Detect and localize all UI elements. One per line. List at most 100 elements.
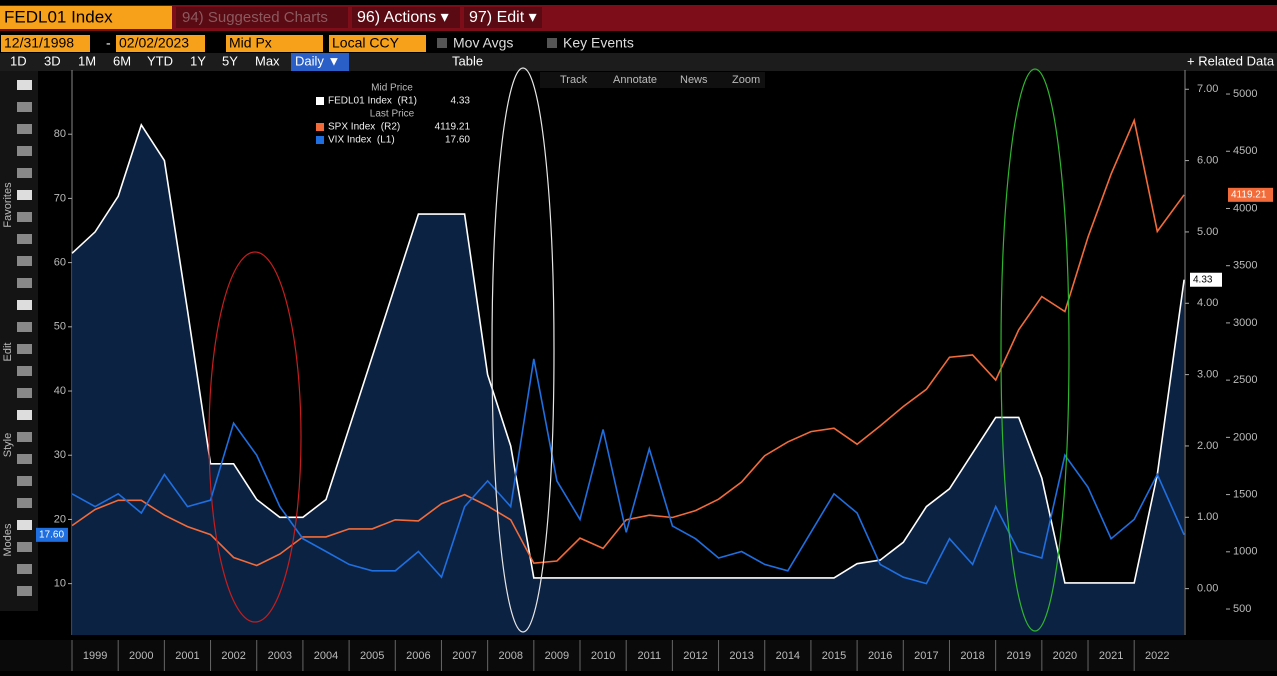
period-btn[interactable]: 3D [44,53,61,68]
mov-avgs-check[interactable] [437,38,447,48]
suggested-btn[interactable] [176,7,348,28]
last-value-badge [1228,187,1273,202]
x-tick-label: 2008 [498,650,522,662]
y2-tick-label: 3.00 [1197,369,1218,381]
end-date-box[interactable] [116,35,205,52]
legend-swatch [316,97,324,105]
sidebar-label: Edit [2,343,14,362]
tool-icon[interactable] [17,366,32,376]
line [71,358,1185,585]
y2-tick-label: 0.00 [1197,583,1218,595]
x-tick-label: 2020 [1053,650,1077,662]
tool-icon[interactable] [17,102,32,112]
x-tick-label: 2011 [637,650,661,662]
edit-btn[interactable] [464,7,542,28]
tool-icon[interactable] [17,520,32,530]
tool-icon[interactable] [17,388,32,398]
plot: 1999 2000 2001 2002 2003 2004 2005 2006 2007 2008… [0,70,1277,671]
frequency-btn[interactable] [291,53,349,71]
annotation-ellipse [208,251,302,623]
y3-tick-label: 5000 [1233,88,1257,100]
y-tick-label: 10 [54,578,66,590]
chart-tool[interactable]: News [680,74,708,86]
y2-tick-label: 1.00 [1197,511,1218,523]
period-btn[interactable]: 1D [10,53,27,68]
x-tick-label: 2002 [221,650,245,662]
currency: Local CCY [332,35,400,51]
y3-tick-label: 1500 [1233,488,1257,500]
legend-box [310,79,476,149]
x-tick-label: 2019 [1007,650,1031,662]
y2-tick-label: 5.00 [1197,226,1218,238]
x-tick-label: 2014 [776,650,800,662]
period-btn[interactable]: 5Y [222,53,238,68]
tool-icon[interactable] [17,322,32,332]
tool-icon[interactable] [17,300,32,310]
period-btn[interactable]: YTD [147,53,173,68]
ticker-box[interactable] [0,6,172,29]
y2-tick-label: 4.00 [1197,297,1218,309]
chart-tool[interactable]: Zoom [732,74,760,86]
tool-icon[interactable] [17,212,32,222]
x-tick-label: 2010 [591,650,615,662]
y-tick-label: 30 [54,449,66,461]
actions-btn[interactable] [352,7,460,28]
period-btn[interactable]: 1M [78,53,96,68]
ticker: FEDL01 Index [4,7,113,26]
tool-icon[interactable] [17,124,32,134]
annotation-ellipse [1000,68,1070,632]
currency-box[interactable] [329,35,426,52]
key-events-check[interactable] [547,38,557,48]
start-date-box[interactable] [1,35,90,52]
period-btn[interactable]: 6M [113,53,131,68]
last-value-badge [36,527,68,542]
tool-icon[interactable] [17,234,32,244]
tool-icon[interactable] [17,344,32,354]
chart-tool[interactable]: Track [560,74,588,86]
tool-icon[interactable] [17,190,32,200]
tool-icon[interactable] [17,256,32,266]
annotation-ellipse [491,67,555,633]
legend-name: SPX Index (R2) [328,122,400,133]
table[interactable]: Table [452,53,483,68]
tool-icon[interactable] [17,586,32,596]
x-tick-label: 2001 [175,650,199,662]
y-tick-label: 70 [54,192,66,204]
sidebar-label: Style [2,433,14,457]
x-tick-label: 2015 [822,650,846,662]
y3-tick-label: 3000 [1233,317,1257,329]
tool-icon[interactable] [17,410,32,420]
x-tick-label: 1999 [83,650,107,662]
line [71,117,1185,567]
x-tick-label: 2007 [452,650,476,662]
period-btn[interactable]: Max [255,53,280,68]
chart-tool[interactable]: Annotate [613,74,657,86]
y3-tick-label: 1000 [1233,546,1257,558]
legend-value: 4.33 [451,96,471,107]
price-field-box[interactable] [226,35,323,52]
x-tick-label: 2018 [960,650,984,662]
y3-tick-label: 500 [1233,603,1251,615]
edit: 97) Edit ▾ [469,9,537,26]
tool-icon[interactable] [17,454,32,464]
tool-icon[interactable] [17,498,32,508]
tool-icon[interactable] [17,168,32,178]
period-btn[interactable]: 1Y [190,53,206,68]
tool-icon[interactable] [17,80,32,90]
tool-icon[interactable] [17,564,32,574]
related-data[interactable]: + Related Data [1187,53,1275,68]
x-tick-label: 2012 [683,650,707,662]
frequency: Daily ▼ [295,53,340,68]
tool-icon[interactable] [17,476,32,486]
legend-swatch [316,136,324,144]
tool-icon[interactable] [17,146,32,156]
last-value: 17.60 [39,529,64,540]
start-date: 12/31/1998 [4,35,74,51]
last-value: 4.33 [1193,274,1213,285]
x-tick-label: 2000 [129,650,153,662]
end-date: 02/02/2023 [119,35,189,51]
tool-icon[interactable] [17,278,32,288]
tool-icon[interactable] [17,432,32,442]
tool-icon[interactable] [17,542,32,552]
legend-name: VIX Index (L1) [328,135,395,146]
